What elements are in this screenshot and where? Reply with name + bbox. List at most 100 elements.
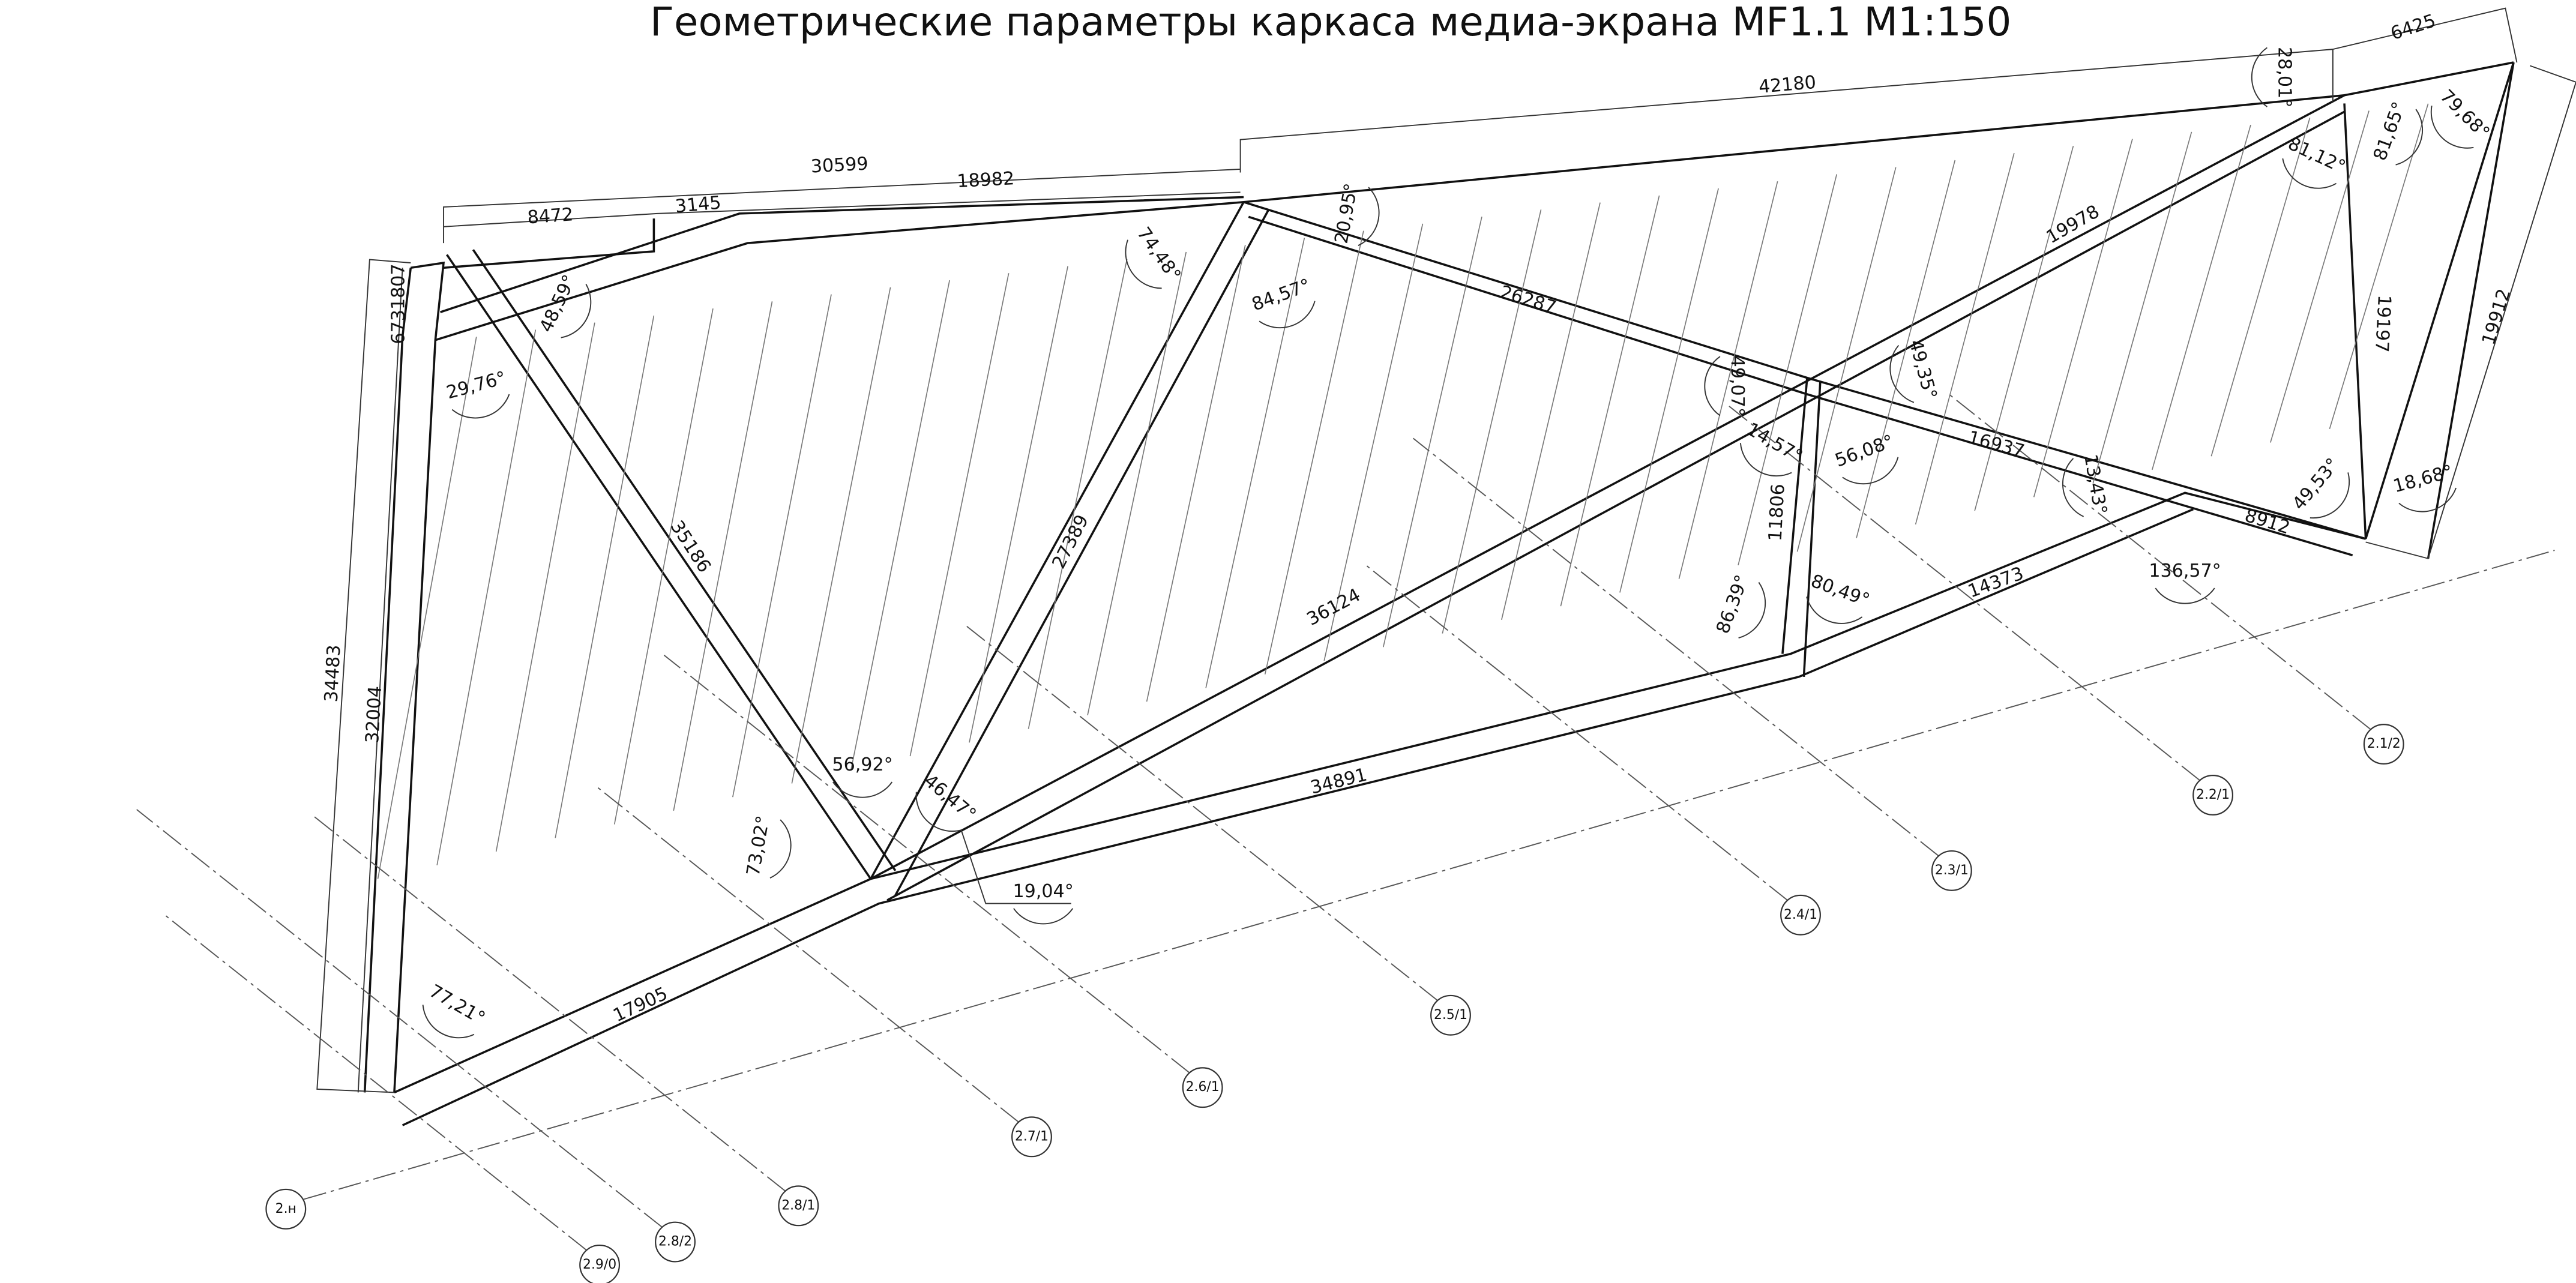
labels: Геометрические параметры каркаса медиа-э… [266,0,2515,1283]
axis-line [304,550,2554,1199]
diagonal-edge [473,250,895,871]
axis-label: 2.2/1 [2196,787,2230,802]
hatch-line [1088,252,1186,715]
axis-label: 2.5/1 [1434,1008,1467,1023]
hatch-line [2152,125,2251,470]
hatch-line [378,337,477,879]
hatch-line [1029,259,1127,729]
angle-arc [2155,588,2215,604]
hatch-line [1916,153,2014,524]
dimension-label: 8472 [526,204,574,228]
dimension-label: 18982 [957,168,1015,192]
angle-label: 136,57° [2149,560,2221,581]
angle-label: 18,68° [2391,461,2455,497]
axis-line [311,814,785,1191]
angle-label: 77,21° [426,981,489,1029]
axis-label: 2.4/1 [1784,907,1817,922]
dimension-label: 3145 [675,192,722,217]
left-member [394,263,444,1092]
axis-label: 2.9/0 [583,1257,616,1272]
hatch-line [1383,217,1482,647]
hatch-line [1502,203,1600,620]
hatch-line [1856,160,1955,538]
top-chord [435,62,2514,340]
axis-line [596,786,1019,1122]
angle-arc [2058,458,2083,519]
title: Геометрические параметры каркаса медиа-э… [650,0,2011,45]
angle-label: 73,02° [743,814,774,878]
axis-label: 2.6/1 [1186,1080,1220,1095]
dimension-label: 19197 [2371,295,2395,353]
angle-arc [2252,47,2268,107]
angle-label: 56,08° [1832,431,1897,472]
angle-label: 14,57° [1743,419,1806,467]
hatch-line [496,323,595,852]
angle-arc [1014,909,1073,924]
angle-label: 49,53° [2289,454,2344,514]
angle-label: 86,39° [1712,572,1753,636]
angle-label: 74,48° [1133,223,1185,285]
diagonal [447,254,871,879]
axis-label: 2.н [275,1201,296,1216]
angle-label: 28,01° [2274,47,2295,107]
dimension-label: 42180 [1758,72,1817,98]
axis-label: 2.8/1 [781,1198,815,1213]
dimension-label: 6731807 [388,263,409,344]
hatch-line [1620,188,1718,592]
dim-line [1241,49,2333,172]
hatch-line [2211,118,2310,456]
dimension-label: 34483 [321,645,345,703]
axis-label: 2.8/2 [658,1234,692,1249]
dimension-label: 26287 [1497,281,1559,318]
dimension-label: 17905 [610,983,671,1026]
hatch-line [2093,132,2191,484]
dimension-label: 30599 [810,154,868,178]
drawing: Геометрические параметры каркаса медиа-э… [0,0,2576,1283]
left-member-edge [365,268,411,1092]
dimension-label: 32004 [362,685,386,744]
dimension-label: 27389 [1048,511,1093,572]
dimension-label: 6425 [2388,10,2439,44]
hatch-line [1798,167,1896,552]
axis-line [664,655,1189,1073]
hatch-line [1975,146,2073,511]
angle-label: 48,59° [536,272,581,336]
hatch-line [1560,196,1659,606]
axis-line [137,810,662,1227]
angle-label: 56,92° [832,754,892,775]
dimension-label: 11806 [1765,483,1789,542]
axis-label: 2.3/1 [1935,863,1969,878]
dimension-label: 19912 [2478,286,2515,347]
angle-label: 13,43° [2080,452,2111,516]
diagonal-edge [887,112,2344,900]
hatch-line [910,273,1008,756]
angle-arc [770,820,795,880]
hatch-line [1442,209,1541,633]
axis-line [164,914,587,1250]
angle-label: 79,68° [2436,86,2493,143]
hatch-line [851,280,949,770]
dimension-label: 14373 [1965,563,2026,602]
angle-label: 81,65° [2370,99,2410,163]
dimension-label: 36124 [1304,584,1364,630]
dimension-label: 19978 [2043,201,2103,248]
axis-line [1413,438,1939,856]
bottom-chord-edge [403,509,2194,1126]
hatch-line [2034,139,2132,497]
bottom-chord [394,493,2366,1092]
hatch-line [1147,245,1245,702]
dim-line [358,268,403,1092]
angle-label: 20,95° [1331,182,1362,245]
angle-label: 46,47° [920,771,980,826]
vertical-edge [1804,381,1820,677]
axis-label: 2.7/1 [1015,1129,1049,1144]
axis-label: 2.1/2 [2367,736,2401,751]
angle-label: 29,76° [444,367,508,403]
angle-label: 80,49° [1808,571,1872,611]
axis-line [963,623,1437,1000]
page: {"title": "Геометрические параметры карк… [0,0,2576,1283]
lower-right-diag [1244,202,2366,539]
angle-arc [833,782,892,798]
angle-label: 49,35° [1905,337,1941,401]
angle-label: 49,07° [1727,356,1748,416]
